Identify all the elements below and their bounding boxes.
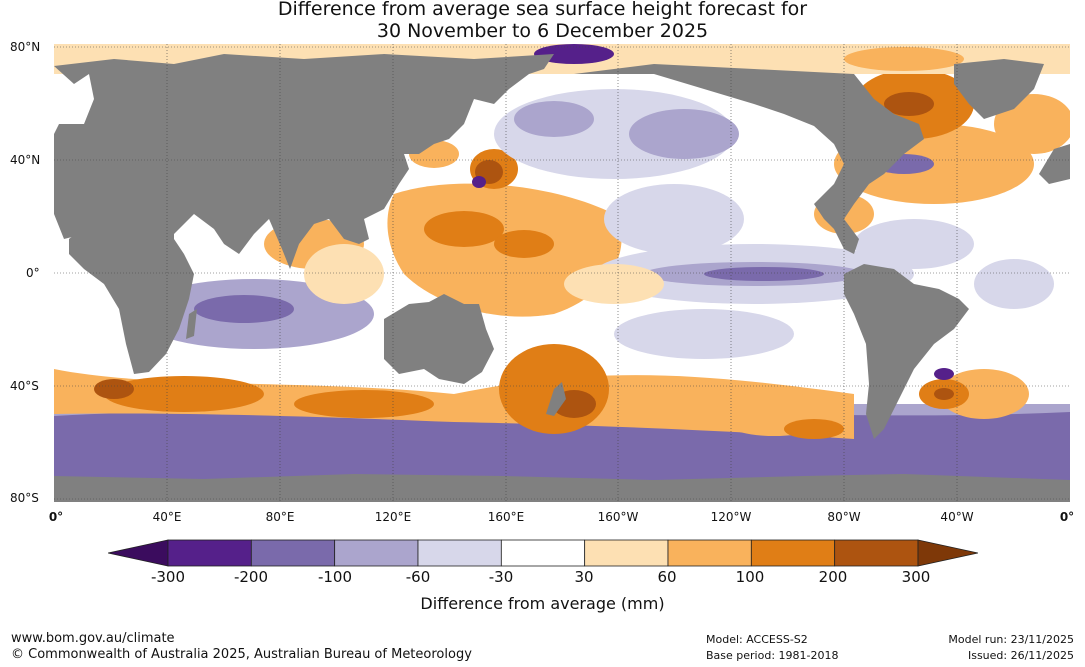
lon-label-120w: 120°W: [710, 510, 752, 524]
footer-model: Model: ACCESS-S2: [706, 633, 808, 646]
australia: [384, 294, 494, 384]
legend-title: Difference from average (mm): [420, 594, 665, 613]
legend-tick-label: -100: [317, 568, 353, 586]
legend-swatch: [500, 539, 586, 567]
legend-tick-label: 100: [735, 568, 765, 586]
footer-copyright: © Commonwealth of Australia 2025, Austra…: [11, 647, 472, 662]
arctic-negative: [534, 44, 614, 64]
lat-label-40s: 40°S: [10, 379, 39, 393]
legend-swatch-low-extend: [108, 539, 169, 567]
south-america: [844, 264, 969, 439]
footer-base-period: Base period: 1981-2018: [706, 649, 839, 662]
lon-label-0-right: 0°: [1059, 510, 1075, 524]
lon-label-40w: 40°W: [940, 510, 974, 524]
map-title-line1: Difference from average sea surface heig…: [277, 0, 808, 20]
legend-swatch: [667, 539, 752, 567]
legend-tick-label: -200: [233, 568, 269, 586]
eurasia: [54, 54, 554, 274]
land-masses: [54, 54, 1070, 502]
legend-tick-label: 60: [657, 568, 677, 586]
lon-label-160w: 160°W: [597, 510, 639, 524]
footer-model-run: Model run: 23/11/2025: [948, 633, 1074, 646]
north-america: [574, 64, 924, 254]
footer-issued: Issued: 26/11/2025: [967, 649, 1074, 662]
sea-surface-height-map: [54, 44, 1070, 502]
lat-label-40n: 40°N: [10, 153, 41, 167]
europe-west: [1039, 144, 1070, 184]
legend-swatch: [417, 539, 502, 567]
map-title-line2: 30 November to 6 December 2025: [376, 20, 709, 42]
legend-swatch: [167, 539, 252, 567]
lat-label-80n: 80°N: [10, 40, 41, 54]
legend-colorbar: [108, 539, 978, 567]
legend-swatch: [334, 539, 419, 567]
lon-label-80w: 80°W: [827, 510, 861, 524]
antarctica: [54, 474, 1070, 502]
legend-swatch: [750, 539, 836, 567]
lon-label-40e: 40°E: [152, 510, 182, 524]
footer-website[interactable]: www.bom.gov.au/climate: [11, 631, 175, 646]
legend-tick-label: -60: [405, 568, 431, 586]
africa: [69, 212, 194, 374]
lat-label-0: 0°: [26, 266, 40, 280]
legend-tick-label: 30: [574, 568, 594, 586]
lat-label-80s: 80°S: [10, 491, 39, 505]
graticule: [54, 44, 1070, 502]
legend-tick-label: 200: [818, 568, 848, 586]
legend-tick-label: -300: [150, 568, 186, 586]
legend-tick-label: 300: [901, 568, 931, 586]
madagascar: [186, 309, 197, 339]
lon-label-120e: 120°E: [374, 510, 412, 524]
legend-tick-label: -30: [488, 568, 514, 586]
legend-swatch-high-extend: [917, 539, 978, 567]
legend-swatch: [250, 539, 336, 567]
lon-label-80e: 80°E: [265, 510, 295, 524]
legend-swatch: [834, 539, 919, 567]
lon-label-0-left: 0°: [48, 510, 64, 524]
lon-label-160e: 160°E: [487, 510, 525, 524]
new-zealand: [546, 382, 566, 416]
greenland: [954, 59, 1044, 119]
legend-swatch: [584, 539, 669, 567]
